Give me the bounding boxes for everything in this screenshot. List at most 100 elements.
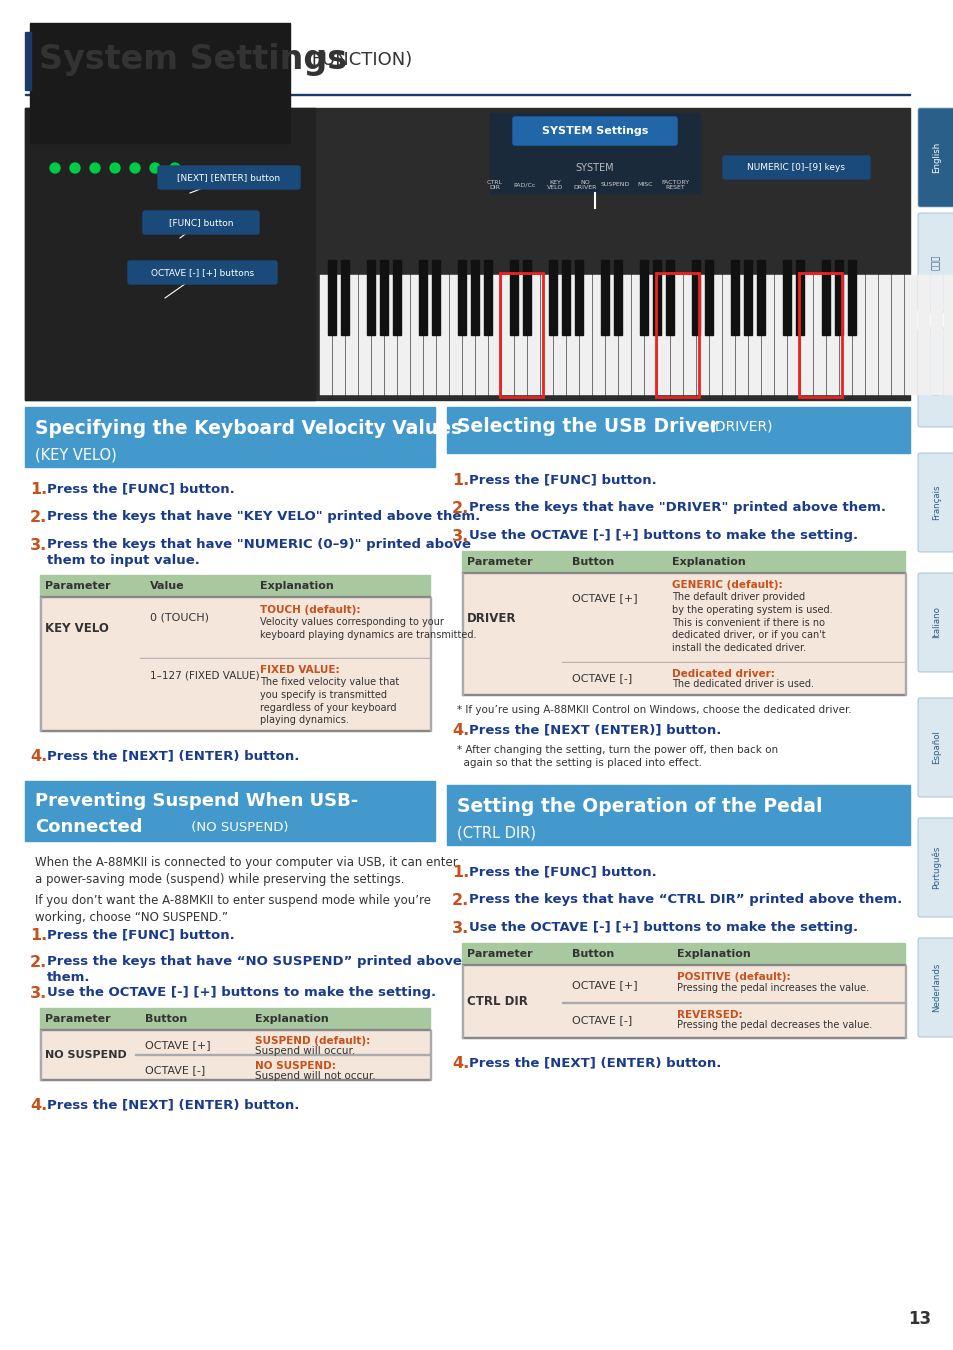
Text: 4.: 4. [452,724,469,738]
Bar [704,261,712,335]
Bar [774,275,786,396]
Bar [30,23,290,143]
Text: Pressing the pedal increases the value.: Pressing the pedal increases the value. [677,983,868,994]
Text: Press the [NEXT (ENTER)] button.: Press the [NEXT (ENTER)] button. [469,724,720,736]
FancyBboxPatch shape [917,818,953,917]
Bar [461,551,904,572]
FancyBboxPatch shape [917,938,953,1037]
Bar [722,275,734,396]
Bar [462,275,475,396]
Bar [787,275,800,396]
Text: NO
DRIVER: NO DRIVER [573,180,596,190]
Text: Dedicated driver:: Dedicated driver: [671,670,774,679]
Text: Selecting the USB Driver: Selecting the USB Driver [456,417,719,436]
Text: CTRL
DIR: CTRL DIR [486,180,502,190]
Text: Press the [NEXT] (ENTER) button.: Press the [NEXT] (ENTER) button. [469,1056,720,1069]
Text: Pressing the pedal decreases the value.: Pressing the pedal decreases the value. [677,1021,871,1030]
Text: * If you’re using A-88MKII Control on Windows, choose the dedicated driver.: * If you’re using A-88MKII Control on Wi… [456,705,851,716]
Text: NO SUSPEND:: NO SUSPEND: [254,1061,335,1071]
Bar [930,275,942,396]
Text: PAD/Cc: PAD/Cc [514,182,536,188]
Text: CTRL DIR: CTRL DIR [467,995,527,1008]
Bar [25,108,314,400]
Text: DRIVER: DRIVER [467,612,516,625]
Text: OCTAVE [+]: OCTAVE [+] [572,593,637,603]
Text: MISC: MISC [637,182,652,188]
Text: 4.: 4. [452,1056,469,1071]
Text: GENERIC (default):: GENERIC (default): [671,580,781,590]
Text: 1.: 1. [452,865,469,880]
Bar [411,275,422,396]
Text: Suspend will not occur.: Suspend will not occur. [254,1071,375,1081]
Text: KEY VELO: KEY VELO [45,621,109,634]
Bar [891,275,903,396]
Bar [644,275,657,396]
Text: OCTAVE [-]: OCTAVE [-] [145,1065,205,1075]
Text: Nederlands: Nederlands [931,963,940,1012]
Text: * After changing the setting, turn the power off, then back on
  again so that t: * After changing the setting, turn the p… [456,745,778,768]
Bar [639,261,647,335]
Bar [25,32,30,90]
Text: Press the keys that have “NO SUSPEND” printed above: Press the keys that have “NO SUSPEND” pr… [47,954,461,968]
Text: 1.: 1. [452,472,469,487]
Bar [554,275,565,396]
Text: [NEXT] [ENTER] button: [NEXT] [ENTER] button [177,173,280,182]
Text: Button: Button [572,558,614,567]
Text: Press the [FUNC] button.: Press the [FUNC] button. [47,927,234,941]
Bar [697,275,708,396]
Text: them to input value.: them to input value. [47,554,200,567]
Text: TOUCH (default):: TOUCH (default): [260,605,360,616]
Text: 4.: 4. [30,749,48,764]
Bar [540,275,553,396]
Bar [847,261,855,335]
Circle shape [50,163,60,173]
Bar [527,275,539,396]
Bar [40,575,430,597]
FancyBboxPatch shape [917,698,953,796]
Text: Español: Español [931,730,940,764]
Text: Value: Value [150,580,185,591]
Text: OCTAVE [+]: OCTAVE [+] [572,980,637,990]
Bar [393,261,400,335]
Bar [652,261,660,335]
Bar [709,275,721,396]
Text: POSITIVE (default):: POSITIVE (default): [677,972,790,981]
Text: Explanation: Explanation [677,949,750,958]
Text: Velocity values corresponding to your
keyboard playing dynamics are transmitted.: Velocity values corresponding to your ke… [260,617,476,640]
Text: 4.: 4. [30,1098,48,1112]
Bar [730,261,739,335]
Bar [656,273,699,397]
Text: 2.: 2. [30,510,48,525]
Text: Use the OCTAVE [-] [+] buttons to make the setting.: Use the OCTAVE [-] [+] buttons to make t… [469,529,858,541]
Bar [548,261,557,335]
Bar [397,275,410,396]
Text: OCTAVE [-] [+] buttons: OCTAVE [-] [+] buttons [151,269,253,277]
Text: SYSTEM: SYSTEM [575,163,614,173]
FancyBboxPatch shape [128,261,276,284]
Text: Explanation: Explanation [260,580,334,591]
Bar [461,663,904,695]
Text: Parameter: Parameter [467,558,532,567]
Bar [943,275,953,396]
Text: Preventing Suspend When USB-: Preventing Suspend When USB- [35,792,358,810]
Text: Explanation: Explanation [254,1014,329,1025]
Circle shape [110,163,120,173]
Text: The dedicated driver is used.: The dedicated driver is used. [671,679,813,688]
Text: (FUNCTION): (FUNCTION) [298,51,412,69]
Text: (KEY VELO): (KEY VELO) [35,447,116,463]
Text: When the A-88MKII is connected to your computer via USB, it can enter
a power-sa: When the A-88MKII is connected to your c… [35,856,457,887]
Bar [510,261,517,335]
FancyBboxPatch shape [917,572,953,672]
Bar [483,261,492,335]
Text: 3.: 3. [30,986,48,1000]
Bar [593,275,604,396]
Text: (CTRL DIR): (CTRL DIR) [456,825,536,841]
Text: 2.: 2. [30,954,48,971]
Text: them.: them. [47,971,91,984]
Text: Parameter: Parameter [45,580,111,591]
Bar [618,275,630,396]
Bar [436,275,449,396]
Bar [826,275,838,396]
Text: Press the keys that have "NUMERIC (0–9)" printed above: Press the keys that have "NUMERIC (0–9)"… [47,539,471,551]
Bar [735,275,747,396]
